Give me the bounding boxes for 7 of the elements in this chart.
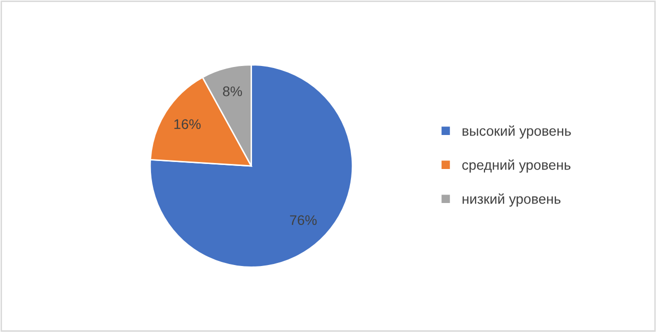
legend-label: высокий уровень — [462, 125, 571, 139]
data-label: 8% — [222, 86, 242, 96]
pie-slice — [149, 64, 354, 268]
legend-label: средний уровень — [462, 159, 570, 173]
data-label: 76% — [290, 215, 317, 226]
data-label: 16% — [174, 119, 201, 130]
legend-label: низкий уровень — [462, 193, 560, 207]
